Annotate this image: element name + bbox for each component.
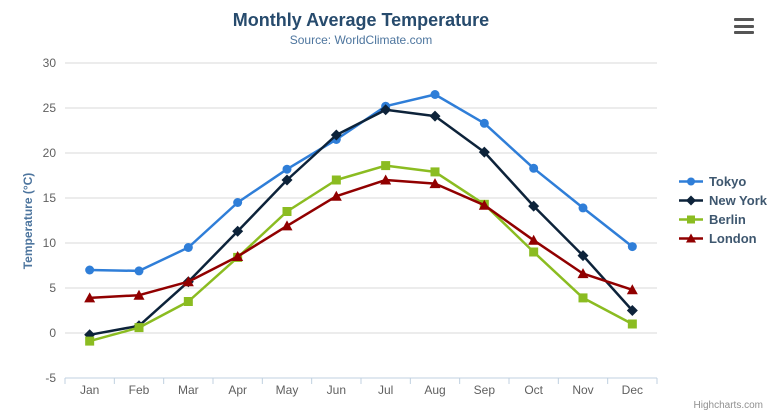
legend-item-london[interactable]: London — [678, 229, 767, 248]
legend: Tokyo New York Berlin London — [678, 172, 767, 248]
data-point[interactable] — [429, 110, 441, 122]
data-point[interactable] — [134, 266, 144, 276]
legend-label: Berlin — [708, 212, 746, 227]
data-point[interactable] — [182, 276, 194, 287]
data-point[interactable] — [282, 207, 292, 216]
data-point[interactable] — [380, 174, 392, 185]
data-point[interactable] — [578, 293, 588, 303]
data-point[interactable] — [626, 305, 638, 316]
series-line-tokyo — [88, 93, 634, 273]
hamburger-icon — [734, 31, 754, 34]
y-axis-tick-label: 0 — [49, 326, 56, 340]
data-point[interactable] — [232, 225, 244, 237]
data-point[interactable] — [528, 234, 540, 245]
x-axis-tick-label: Jul — [378, 383, 393, 397]
y-axis-tick-label: 30 — [43, 56, 57, 70]
data-point[interactable] — [380, 104, 392, 116]
legend-marker-triangle-icon — [678, 233, 703, 243]
data-point[interactable] — [381, 161, 391, 171]
data-point[interactable] — [281, 174, 293, 186]
data-point[interactable] — [232, 251, 244, 261]
data-point[interactable] — [429, 178, 441, 189]
chart-subtitle: Source: WorldClimate.com — [289, 33, 433, 47]
legend-marker-square-icon — [678, 215, 703, 224]
data-point[interactable] — [281, 220, 293, 231]
data-point[interactable] — [183, 297, 193, 306]
legend-label: Tokyo — [708, 174, 747, 189]
data-point[interactable] — [577, 268, 589, 279]
data-point[interactable] — [528, 200, 540, 212]
data-point[interactable] — [685, 233, 696, 243]
data-point[interactable] — [183, 243, 193, 252]
y-axis-title: Temperature (°C) — [21, 172, 35, 270]
y-axis-tick-label: 25 — [43, 101, 57, 115]
series-london — [84, 174, 638, 303]
data-point[interactable] — [478, 199, 490, 210]
data-point[interactable] — [282, 164, 292, 174]
legend-marker-circle-icon — [678, 177, 703, 186]
data-point[interactable] — [578, 203, 588, 213]
x-axis-tick-label: Jun — [327, 383, 346, 397]
data-point[interactable] — [85, 265, 95, 275]
legend-label: London — [708, 231, 757, 246]
x-axis-tick-label: Jan — [80, 383, 99, 397]
y-axis-tick-label: -5 — [45, 371, 56, 385]
data-point[interactable] — [686, 177, 695, 186]
data-point[interactable] — [233, 198, 243, 207]
data-point[interactable] — [84, 292, 96, 303]
series-line-london — [88, 178, 634, 300]
legend-label: New York — [708, 193, 767, 208]
export-menu-button[interactable] — [734, 18, 754, 34]
legend-item-new-york[interactable]: New York — [678, 191, 767, 210]
data-point[interactable] — [478, 146, 490, 158]
data-point[interactable] — [330, 129, 342, 141]
data-point[interactable] — [685, 195, 696, 206]
legend-marker-diamond-icon — [678, 195, 703, 206]
x-axis-tick-label: Dec — [622, 383, 643, 397]
y-axis-tick-label: 5 — [49, 281, 56, 295]
x-axis-tick-label: Aug — [424, 383, 445, 397]
x-axis-tick-label: Feb — [129, 383, 150, 397]
data-point[interactable] — [133, 289, 145, 300]
data-point[interactable] — [85, 336, 95, 346]
x-axis-tick-label: Oct — [524, 383, 543, 397]
chart-title: Monthly Average Temperature — [232, 10, 490, 30]
data-point[interactable] — [627, 242, 637, 252]
series-line-berlin — [88, 164, 634, 343]
data-point[interactable] — [577, 250, 589, 262]
data-point[interactable] — [529, 163, 539, 173]
x-axis-tick-label: Sep — [474, 383, 496, 397]
x-axis-tick-label: May — [276, 383, 299, 397]
x-axis-tick-label: Mar — [178, 383, 199, 397]
data-point[interactable] — [430, 167, 440, 177]
hamburger-icon — [734, 18, 754, 21]
series-tokyo — [85, 90, 637, 276]
data-point[interactable] — [330, 190, 342, 201]
data-point[interactable] — [627, 319, 637, 329]
series-line-new-york — [88, 108, 634, 337]
y-axis-tick-label: 20 — [43, 146, 57, 160]
credits-link[interactable]: Highcharts.com — [693, 400, 763, 411]
data-point[interactable] — [134, 323, 144, 333]
data-point[interactable] — [479, 118, 489, 128]
x-axis-tick-label: Apr — [228, 383, 247, 397]
legend-item-berlin[interactable]: Berlin — [678, 210, 767, 229]
x-axis-tick-label: Nov — [572, 383, 593, 397]
series-new-york — [84, 104, 638, 341]
y-axis-tick-label: 10 — [43, 236, 57, 250]
y-axis-tick-label: 15 — [43, 191, 57, 205]
legend-item-tokyo[interactable]: Tokyo — [678, 172, 767, 191]
hamburger-icon — [734, 24, 754, 28]
data-point[interactable] — [430, 90, 440, 99]
data-point[interactable] — [626, 284, 638, 295]
data-point[interactable] — [331, 175, 341, 185]
data-point[interactable] — [529, 247, 539, 257]
data-point[interactable] — [686, 215, 695, 224]
